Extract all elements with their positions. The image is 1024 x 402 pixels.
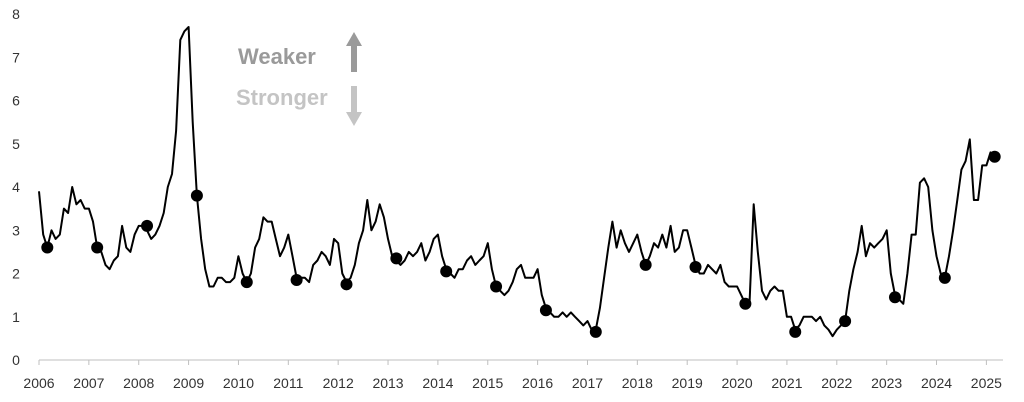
data-marker (539, 304, 552, 317)
x-tick-label: 2021 (771, 375, 802, 391)
x-tick-label: 2010 (223, 375, 254, 391)
x-tick-label: 2018 (622, 375, 653, 391)
arrow-down-icon (346, 86, 362, 126)
y-tick-label: 3 (12, 222, 20, 238)
y-tick-label: 2 (12, 266, 20, 282)
x-tick-label: 2012 (323, 375, 354, 391)
data-marker (589, 325, 602, 338)
data-marker (938, 271, 951, 284)
x-tick-label: 2008 (123, 375, 154, 391)
y-tick-label: 7 (12, 49, 20, 65)
data-marker (440, 265, 453, 278)
data-marker (41, 241, 54, 254)
arrow-up-icon (346, 32, 362, 72)
x-tick-label: 2009 (173, 375, 204, 391)
data-marker (789, 325, 802, 338)
series-markers (41, 150, 1001, 338)
y-tick-label: 5 (12, 136, 20, 152)
x-axis: 2006 2007 2008 2009 2010 2011 2012 2013 2014 2015… (23, 359, 1003, 391)
x-tick-label: 2019 (672, 375, 703, 391)
data-marker (141, 219, 154, 232)
x-tick-label: 2011 (273, 375, 303, 391)
data-marker (290, 273, 303, 286)
data-marker (739, 297, 752, 310)
y-tick-label: 6 (12, 93, 20, 109)
data-marker (988, 150, 1001, 163)
x-tick-label: 2022 (821, 375, 852, 391)
x-tick-label: 2007 (73, 375, 104, 391)
y-tick-label: 1 (12, 309, 20, 325)
x-tick-label: 2015 (472, 375, 503, 391)
x-tick-label: 2023 (871, 375, 902, 391)
weaker-annotation: Weaker (238, 32, 362, 72)
x-tick-label: 2014 (422, 375, 453, 391)
y-tick-label: 0 (12, 352, 20, 368)
data-marker (839, 315, 852, 328)
series-line (38, 26, 996, 338)
data-marker (490, 280, 503, 293)
data-marker (888, 291, 901, 304)
x-tick-label: 2013 (372, 375, 403, 391)
x-tick-label: 2025 (971, 375, 1002, 391)
x-tick-label: 2024 (921, 375, 952, 391)
data-marker (390, 252, 403, 265)
weaker-label: Weaker (238, 44, 316, 69)
data-marker (91, 241, 104, 254)
data-marker (340, 278, 353, 291)
x-tick-label: 2016 (522, 375, 553, 391)
data-marker (689, 261, 702, 274)
y-tick-label: 4 (12, 179, 20, 195)
data-marker (240, 276, 253, 289)
x-tick-label: 2020 (721, 375, 752, 391)
stronger-label: Stronger (236, 85, 328, 110)
data-marker (639, 258, 652, 271)
y-tick-label: 8 (12, 6, 20, 22)
data-marker (190, 189, 203, 202)
x-tick-label: 2006 (23, 375, 54, 391)
x-tick-label: 2017 (572, 375, 603, 391)
stronger-annotation: Stronger (236, 85, 362, 126)
y-axis: 0 1 2 3 4 5 6 7 8 (12, 6, 20, 368)
